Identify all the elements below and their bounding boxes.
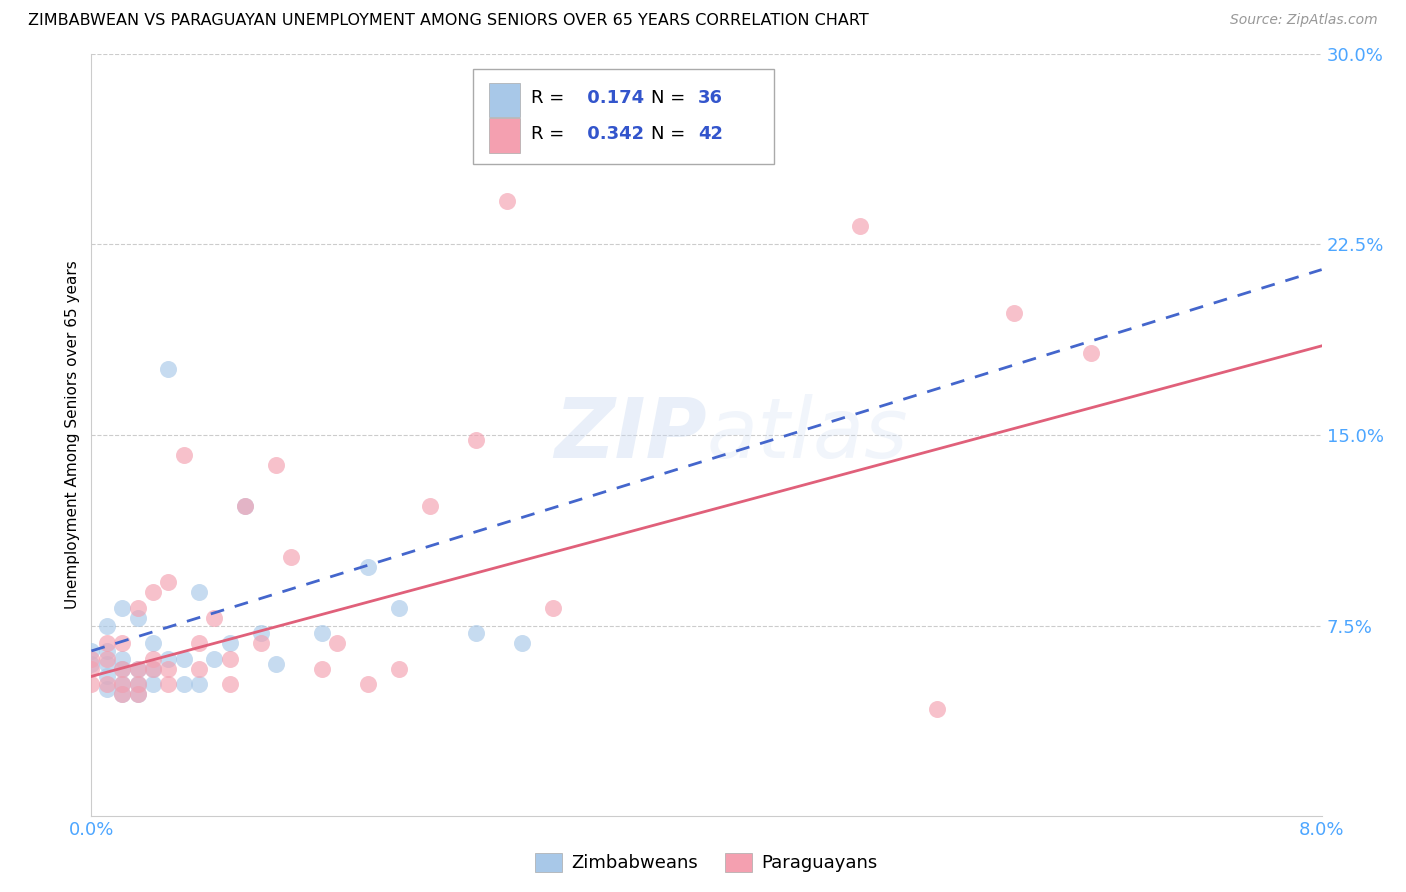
Point [157,651,180,665]
Point [357,560,380,574]
Text: atlas: atlas [706,394,908,475]
FancyBboxPatch shape [472,69,775,164]
Point [495,194,517,208]
Point [218,636,240,650]
Point [202,651,225,665]
Text: R =: R = [530,89,569,107]
Y-axis label: Unemployment Among Seniors over 65 years: Unemployment Among Seniors over 65 years [65,260,80,609]
Point [111,662,134,676]
Point [233,499,256,513]
Point [111,662,134,676]
Text: ZIP: ZIP [554,394,706,475]
Point [127,677,149,691]
Point [96,681,118,696]
Point [388,600,411,615]
Point [127,687,149,701]
Point [173,651,195,665]
Point [111,600,134,615]
Point [80,677,103,691]
Point [188,662,211,676]
Point [142,662,165,676]
Point [326,636,349,650]
Point [419,499,441,513]
Point [111,677,134,691]
Point [111,687,134,701]
Text: 42: 42 [697,125,723,143]
Point [96,651,118,665]
Point [311,662,333,676]
Point [111,677,134,691]
Point [127,687,149,701]
Text: Source: ZipAtlas.com: Source: ZipAtlas.com [1230,13,1378,28]
Bar [489,82,520,117]
Point [96,644,118,658]
Text: ZIMBABWEAN VS PARAGUAYAN UNEMPLOYMENT AMONG SENIORS OVER 65 YEARS CORRELATION CH: ZIMBABWEAN VS PARAGUAYAN UNEMPLOYMENT AM… [28,13,869,29]
Point [464,433,486,447]
Text: N =: N = [651,89,692,107]
Point [157,662,180,676]
Point [510,636,533,650]
Point [80,651,103,665]
Point [1080,346,1102,360]
Point [127,662,149,676]
Legend: Zimbabweans, Paraguayans: Zimbabweans, Paraguayans [529,846,884,880]
Text: 36: 36 [697,89,723,107]
Point [603,136,626,150]
Point [127,611,149,625]
Point [96,657,118,671]
Point [264,458,287,473]
Point [96,669,118,683]
Point [142,636,165,650]
Point [80,662,103,676]
Text: 0.342: 0.342 [581,125,644,143]
Point [188,636,211,650]
Text: 0.174: 0.174 [581,89,644,107]
Point [111,651,134,665]
Point [142,662,165,676]
Point [111,687,134,701]
Text: R =: R = [530,125,569,143]
Point [127,662,149,676]
Point [311,626,333,640]
Point [173,677,195,691]
Point [188,677,211,691]
Point [96,636,118,650]
Point [127,677,149,691]
Point [188,585,211,599]
Point [388,662,411,676]
Point [142,677,165,691]
Bar [489,119,520,153]
Point [142,585,165,599]
Point [927,702,949,716]
Point [357,677,380,691]
Point [80,657,103,671]
Point [127,600,149,615]
Point [157,677,180,691]
Point [173,448,195,462]
Point [111,636,134,650]
Point [264,657,287,671]
Point [96,677,118,691]
Point [249,636,271,650]
Point [96,618,118,632]
Point [157,575,180,590]
Point [280,549,302,564]
Point [80,644,103,658]
Text: N =: N = [651,125,692,143]
Point [233,499,256,513]
Point [249,626,271,640]
Point [142,651,165,665]
Point [464,626,486,640]
Point [1002,306,1025,320]
Point [218,651,240,665]
Point [849,219,872,234]
Point [541,600,564,615]
Point [218,677,240,691]
Point [157,361,180,376]
Point [202,611,225,625]
